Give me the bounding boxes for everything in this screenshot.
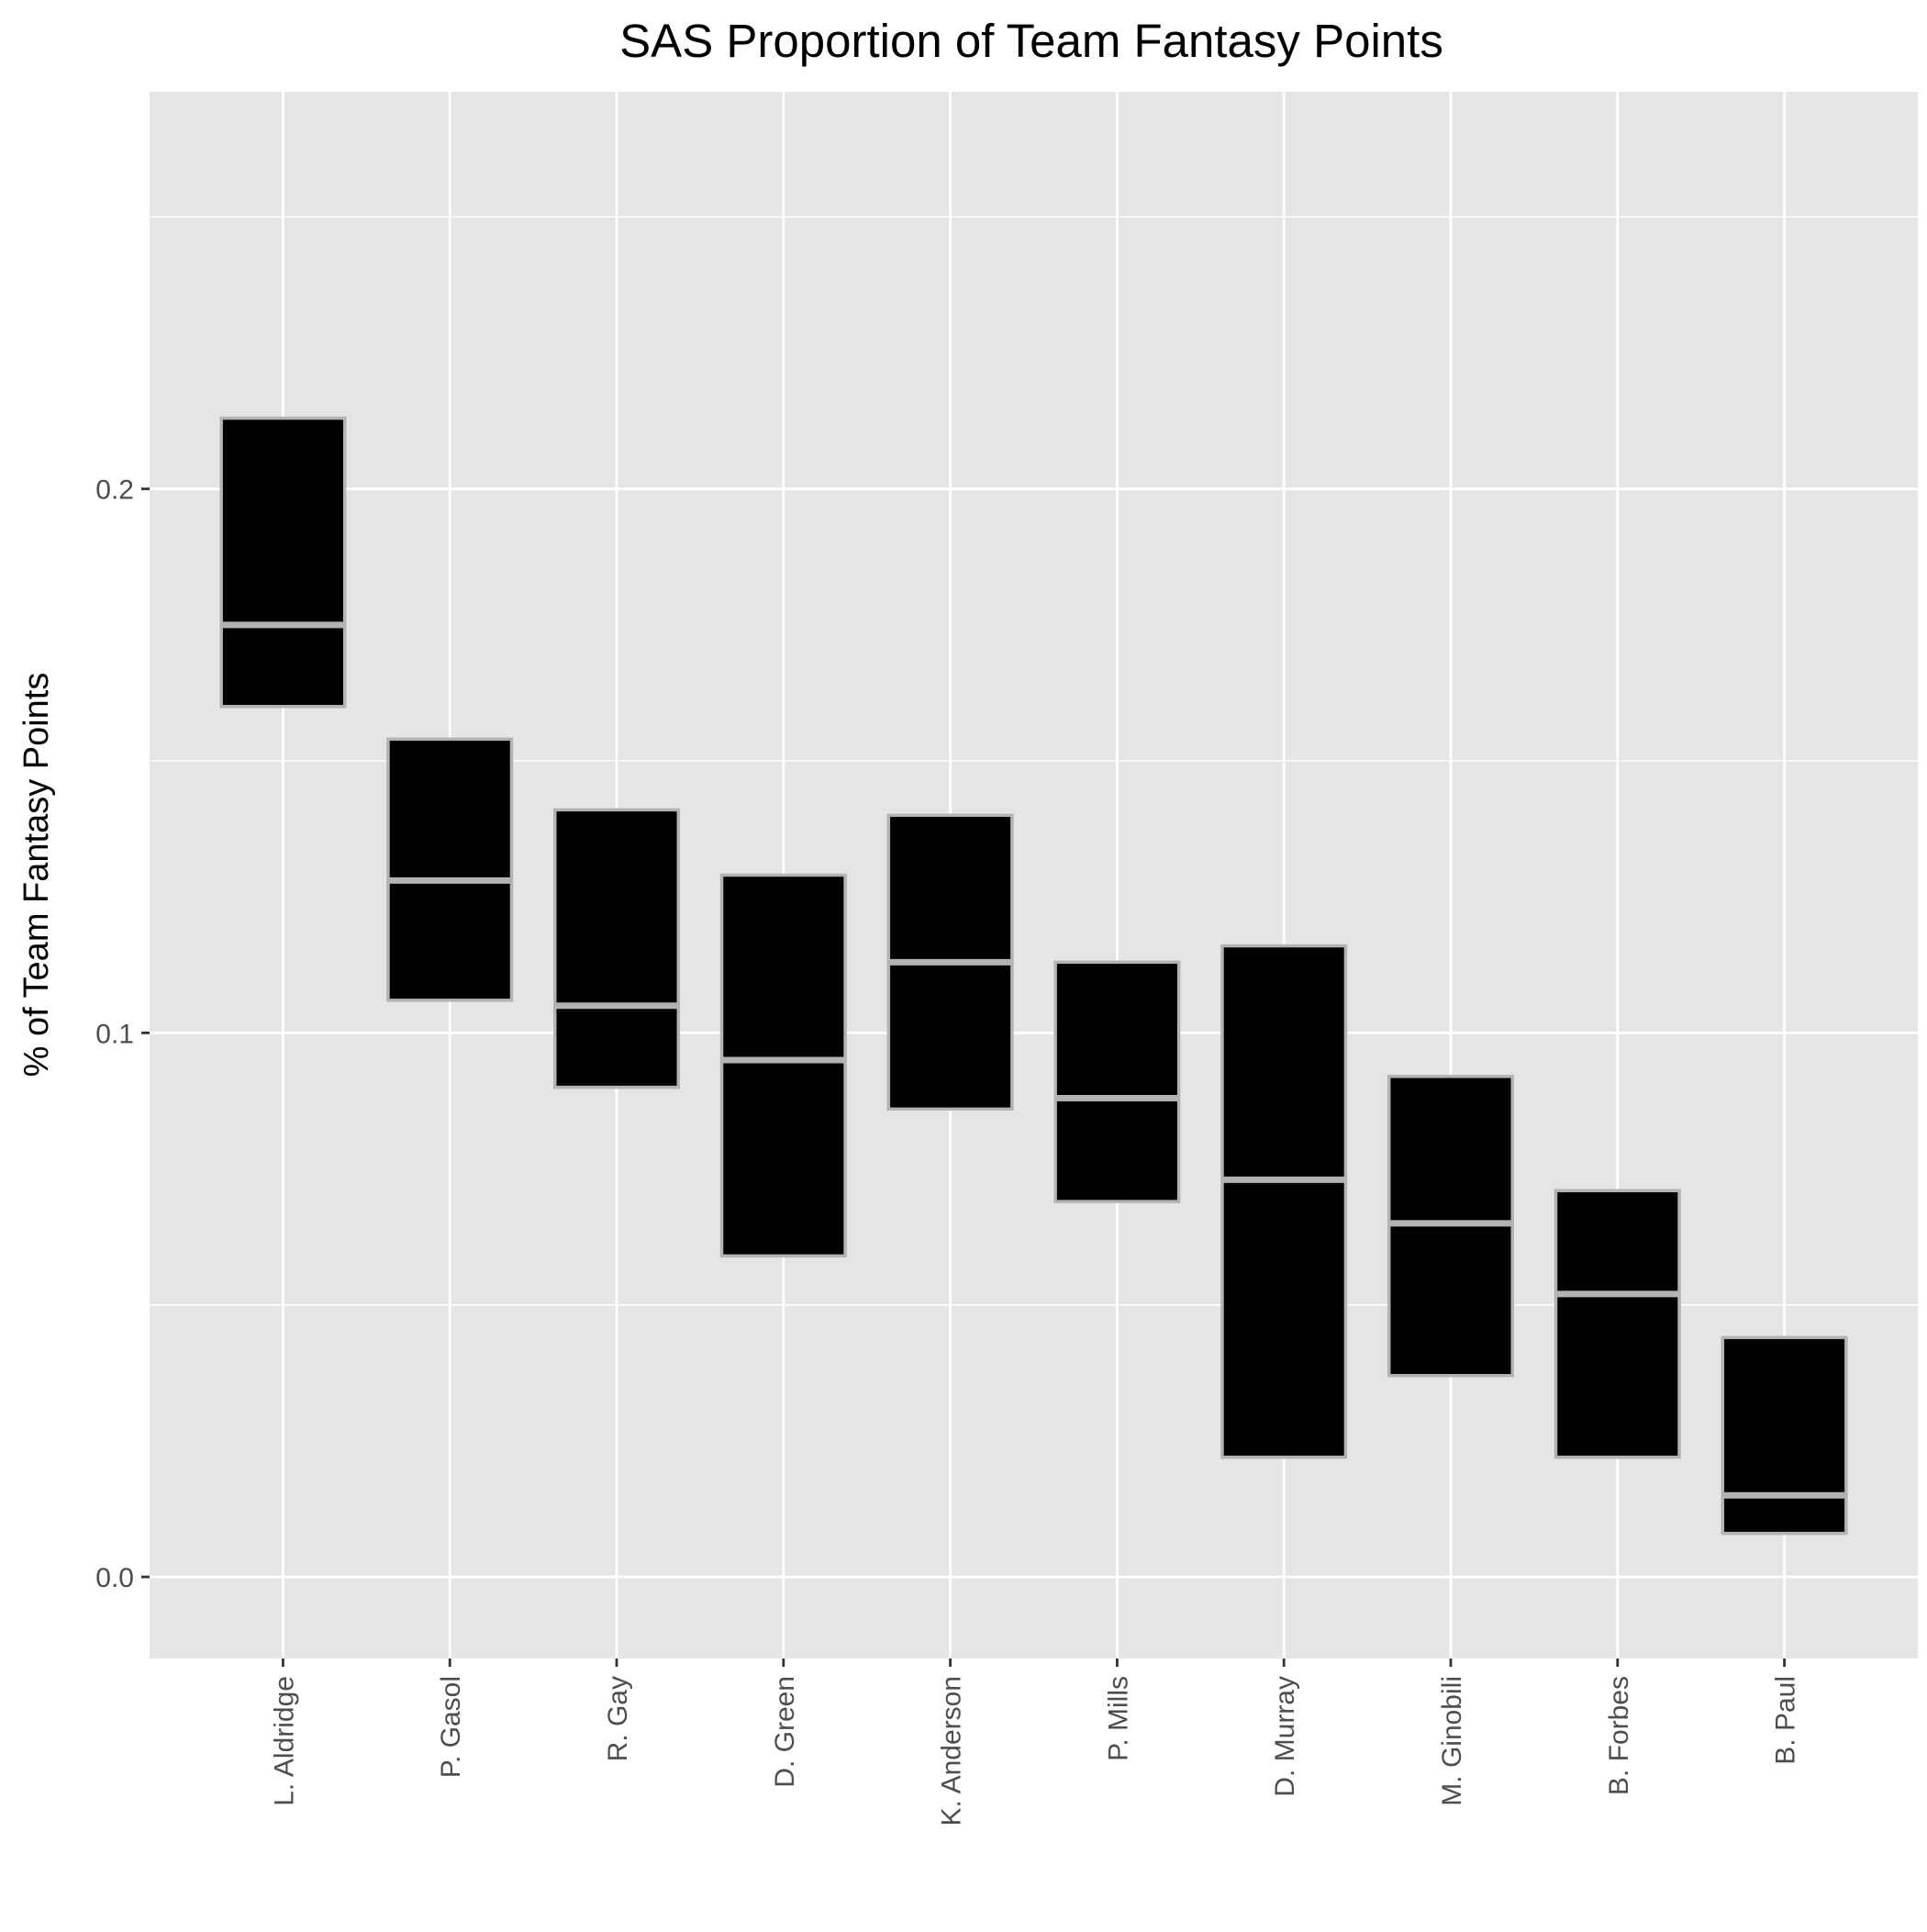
box-rect (553, 808, 681, 1089)
y-tick-label: 0.1 (95, 1019, 134, 1049)
x-tick-label: P. Gasol (436, 1676, 466, 1778)
x-tick-label: D. Murray (1270, 1676, 1300, 1797)
x-tick-label: L. Aldridge (269, 1676, 299, 1806)
box-rect (386, 737, 514, 1002)
x-tick-label: B. Forbes (1604, 1676, 1634, 1795)
box-d-green (719, 873, 847, 1258)
axis-layer: 0.0 0.1 0.2 L. Aldridge P. Gasol R. Gay D. Gre… (95, 475, 1800, 1826)
y-axis-label: % of Team Fantasy Points (17, 673, 56, 1078)
box-l-aldridge (219, 416, 347, 709)
x-tick-label: P. Mills (1103, 1676, 1133, 1761)
box-b-forbes (1554, 1189, 1681, 1459)
box-p-mills (1053, 960, 1181, 1203)
chart-title: SAS Proportion of Team Fantasy Points (619, 15, 1443, 67)
x-tick-label: M. Ginobili (1437, 1676, 1467, 1806)
box-b-paul (1721, 1335, 1848, 1536)
box-rect (1220, 944, 1348, 1459)
y-tick-label: 0.0 (95, 1563, 134, 1593)
box-layer (219, 416, 1848, 1536)
box-m-ginobili (1387, 1075, 1514, 1378)
box-d-murray (1220, 944, 1348, 1459)
box-rect (1053, 960, 1181, 1203)
box-p-gasol (386, 737, 514, 1002)
box-r-gay (553, 808, 681, 1089)
box-rect (219, 416, 347, 709)
box-k-anderson (886, 813, 1014, 1111)
box-rect (1721, 1335, 1848, 1536)
x-tick-label: R. Gay (603, 1676, 633, 1761)
x-tick-label: D. Green (770, 1676, 800, 1788)
box-rect (1554, 1189, 1681, 1459)
x-tick-label: K. Anderson (937, 1676, 967, 1826)
box-rect (719, 873, 847, 1258)
x-tick-label: B. Paul (1771, 1676, 1801, 1765)
y-tick-label: 0.2 (95, 475, 134, 506)
